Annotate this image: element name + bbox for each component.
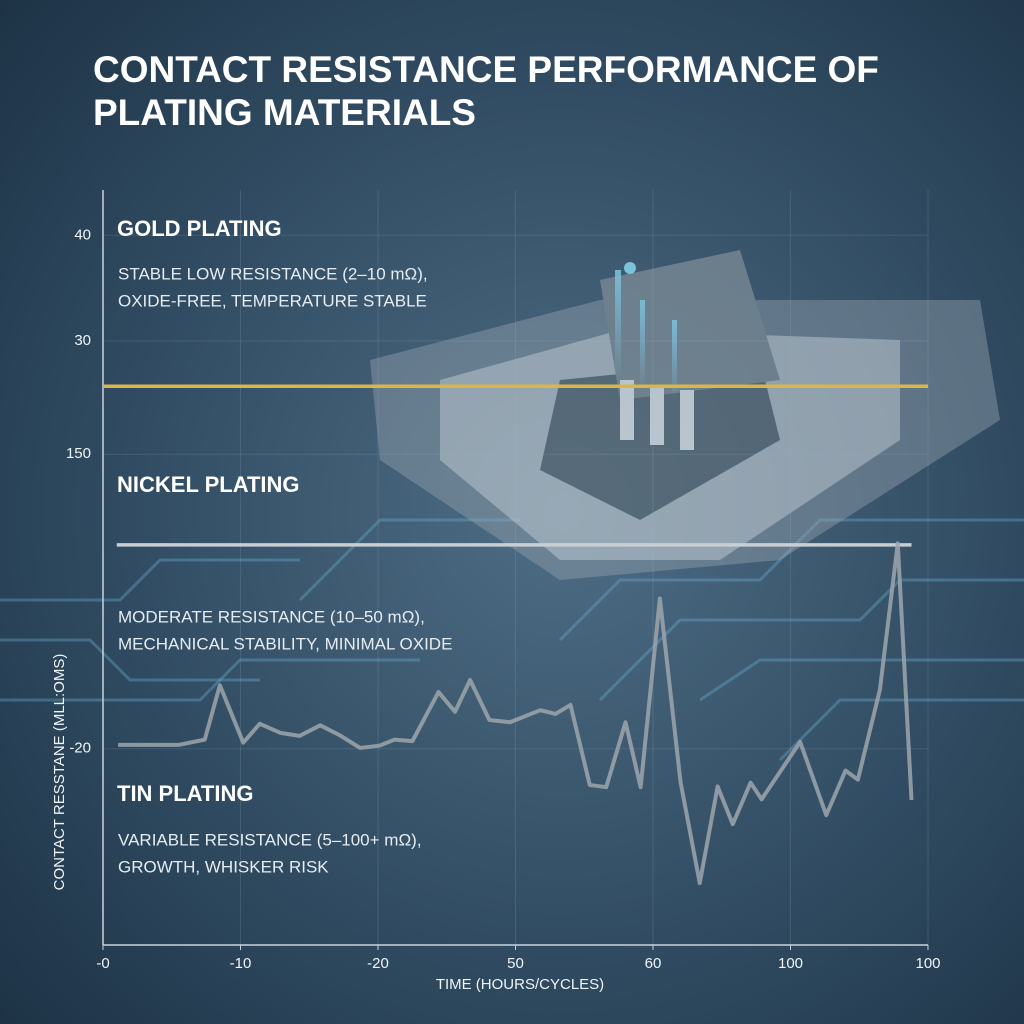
circuit-decoration: [0, 518, 1024, 762]
series-line: [118, 541, 914, 886]
annotation: MECHANICAL STABILITY, MINIMAL OXIDE: [118, 634, 452, 653]
y-tick-label: 150: [66, 445, 91, 462]
legend-label: GOLD PLATING: [117, 216, 282, 241]
annotation: OXIDE-FREE, TEMPERATURE STABLE: [118, 291, 427, 310]
x-axis-label: TIME (HOURS/CYCLES): [436, 976, 604, 993]
title-line: CONTACT RESISTANCE PERFORMANCE OF: [93, 49, 879, 90]
x-tick-label: -20: [367, 955, 389, 972]
y-tick-label: 30: [74, 332, 91, 349]
x-tick-label: 60: [645, 955, 662, 972]
x-tick-label: 50: [507, 955, 524, 972]
legend-label: TIN PLATING: [117, 781, 253, 806]
annotation: VARIABLE RESISTANCE (5–100+ mΩ),: [118, 830, 422, 849]
y-axis-label: CONTACT RESSTANE (MLL:OMS): [51, 654, 68, 891]
y-tick-label: -20: [69, 740, 91, 757]
legend-label: NICKEL PLATING: [117, 472, 300, 497]
title-line: PLATING MATERIALS: [93, 92, 476, 133]
x-tick-label: 100: [915, 955, 940, 972]
chart-title: CONTACT RESISTANCE PERFORMANCE OF PLATING…: [93, 49, 879, 133]
x-tick-label: -10: [230, 955, 252, 972]
annotation: GROWTH, WHISKER RISK: [118, 857, 329, 876]
annotation: MODERATE RESISTANCE (10–50 mΩ),: [118, 607, 425, 626]
annotation: STABLE LOW RESISTANCE (2–10 mΩ),: [118, 264, 428, 283]
x-tick-label: -0: [96, 955, 109, 972]
x-tick-label: 100: [778, 955, 803, 972]
y-tick-label: 40: [74, 226, 91, 243]
